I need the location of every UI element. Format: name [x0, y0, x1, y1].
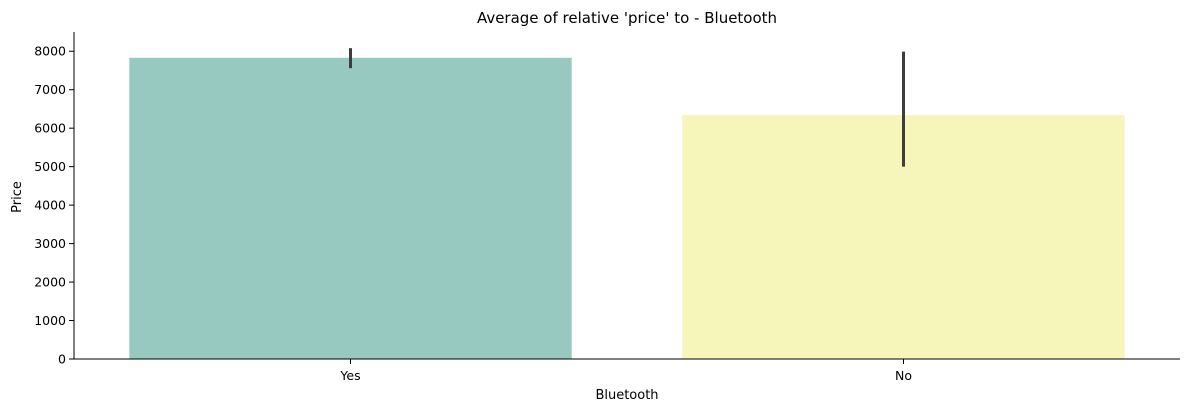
y-tick-label: 6000	[34, 121, 66, 136]
y-tick-label: 7000	[34, 82, 66, 97]
bar-yes	[129, 57, 572, 359]
y-tick-label: 2000	[34, 275, 66, 290]
y-axis-title: Price	[10, 181, 25, 213]
y-tick-label: 1000	[34, 313, 66, 328]
x-tick-label: Yes	[339, 368, 360, 383]
plot-area: 0 1000 2000 3000 4000 5000 6000 7000 8000 Yes No	[34, 32, 1180, 383]
y-tick-label: 0	[58, 352, 66, 367]
y-tick-label: 5000	[34, 159, 66, 174]
x-tick-label: No	[895, 368, 912, 383]
y-tick-label: 8000	[34, 44, 66, 59]
x-axis-title: Bluetooth	[595, 388, 658, 403]
y-tick-label: 3000	[34, 236, 66, 251]
chart-title: Average of relative 'price' to - Bluetoo…	[477, 9, 777, 27]
y-tick-label: 4000	[34, 198, 66, 213]
